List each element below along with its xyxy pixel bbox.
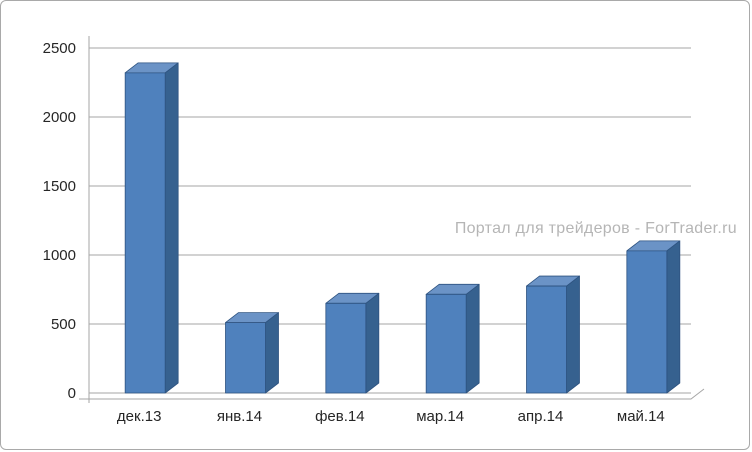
bar-front-face xyxy=(526,285,567,394)
bar-side-face xyxy=(566,275,580,394)
bar-side-face xyxy=(465,283,480,394)
bar-front-face xyxy=(425,293,467,394)
x-tick-label: мар.14 xyxy=(416,408,464,425)
bar-side-face xyxy=(164,62,179,394)
bar-front-face xyxy=(225,322,266,394)
y-tick-label: 1000 xyxy=(43,247,76,264)
y-tick-label: 0 xyxy=(68,385,76,402)
y-tick-label: 2500 xyxy=(43,40,76,57)
x-tick-label: янв.14 xyxy=(217,408,262,425)
bar-front-face xyxy=(124,72,166,394)
x-tick-label: апр.14 xyxy=(518,408,564,425)
y-tick-label: 500 xyxy=(51,316,76,333)
bar-side-face xyxy=(265,312,279,394)
y-tick-label: 2000 xyxy=(43,109,76,126)
x-tick-label: фев.14 xyxy=(315,408,365,425)
bar-front-face xyxy=(626,250,668,394)
bar-front-face xyxy=(325,302,367,394)
x-tick-label: дек.13 xyxy=(117,408,162,425)
x-tick-label: май.14 xyxy=(617,408,665,425)
y-tick-label: 1500 xyxy=(43,178,76,195)
bar-side-face xyxy=(666,240,681,394)
floor-edge xyxy=(79,388,705,400)
bar-side-face xyxy=(365,292,380,394)
watermark-text: Портал для трейдеров - ForTrader.ru xyxy=(454,220,737,237)
